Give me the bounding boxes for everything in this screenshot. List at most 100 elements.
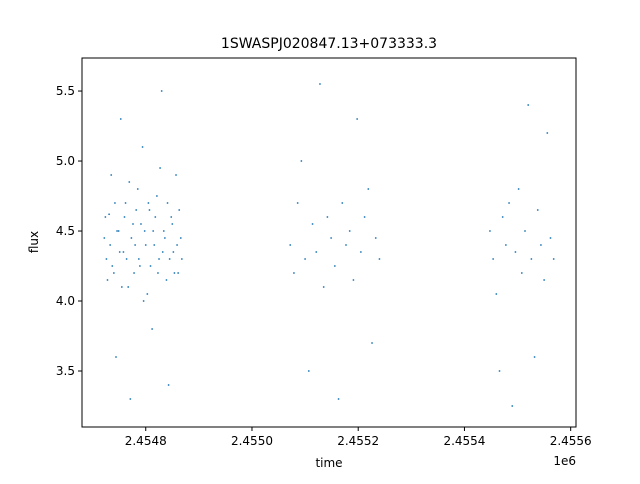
y-axis-label: flux bbox=[27, 231, 41, 253]
point bbox=[311, 223, 314, 225]
point bbox=[367, 188, 370, 190]
point bbox=[504, 244, 507, 246]
point bbox=[130, 237, 133, 239]
point bbox=[103, 237, 106, 239]
point bbox=[374, 237, 377, 239]
point bbox=[111, 265, 114, 267]
point bbox=[144, 244, 147, 246]
point bbox=[543, 279, 546, 281]
point bbox=[352, 279, 355, 281]
point bbox=[112, 272, 115, 274]
point bbox=[124, 202, 127, 204]
point bbox=[142, 300, 145, 302]
point bbox=[378, 258, 381, 260]
x-tick-label: 2.4554 bbox=[443, 434, 485, 448]
point bbox=[330, 237, 333, 239]
point bbox=[161, 251, 164, 253]
point bbox=[498, 370, 501, 372]
point bbox=[138, 265, 141, 267]
point bbox=[508, 202, 510, 204]
point bbox=[109, 244, 112, 246]
point bbox=[168, 258, 171, 260]
point bbox=[175, 174, 177, 176]
point bbox=[552, 258, 555, 260]
point bbox=[135, 209, 138, 211]
point bbox=[114, 202, 116, 204]
point bbox=[147, 202, 150, 204]
point bbox=[511, 405, 514, 407]
point bbox=[517, 188, 520, 190]
point bbox=[363, 216, 366, 218]
x-tick-label: 2.4548 bbox=[125, 434, 167, 448]
point bbox=[134, 244, 137, 246]
y-tick-label: 5.0 bbox=[56, 154, 75, 168]
point bbox=[337, 398, 340, 400]
point bbox=[540, 244, 542, 246]
point bbox=[359, 251, 362, 253]
point bbox=[119, 118, 122, 120]
point bbox=[106, 279, 109, 281]
x-tick-label: 2.4552 bbox=[337, 434, 379, 448]
point bbox=[140, 223, 142, 225]
point bbox=[148, 209, 151, 211]
y-tick-label: 5.5 bbox=[56, 84, 75, 98]
point bbox=[157, 272, 159, 274]
point bbox=[137, 258, 140, 260]
point bbox=[116, 230, 118, 232]
point bbox=[160, 90, 163, 92]
point bbox=[296, 202, 299, 204]
point bbox=[319, 83, 321, 85]
point bbox=[105, 258, 108, 260]
point bbox=[151, 328, 154, 330]
point bbox=[162, 230, 165, 232]
point bbox=[326, 216, 329, 218]
point bbox=[495, 293, 498, 295]
chart-title: 1SWASPJ020847.13+073333.3 bbox=[221, 36, 437, 52]
y-tick-label: 3.5 bbox=[56, 364, 75, 378]
point bbox=[178, 209, 181, 211]
point bbox=[341, 202, 344, 204]
point bbox=[108, 213, 110, 216]
plot-frame bbox=[81, 57, 577, 428]
point bbox=[533, 356, 536, 358]
point bbox=[166, 202, 169, 204]
point bbox=[489, 230, 491, 232]
y-tick-label: 4.0 bbox=[56, 294, 75, 308]
point bbox=[129, 398, 132, 400]
point bbox=[163, 237, 166, 239]
point bbox=[300, 160, 303, 162]
point bbox=[115, 356, 117, 358]
point bbox=[155, 195, 158, 197]
point bbox=[492, 258, 495, 260]
point bbox=[123, 216, 126, 218]
point bbox=[345, 244, 347, 246]
point bbox=[307, 370, 310, 372]
point bbox=[104, 216, 107, 218]
point bbox=[356, 118, 359, 120]
point bbox=[153, 244, 156, 246]
point bbox=[170, 216, 173, 218]
point bbox=[152, 230, 155, 232]
point bbox=[520, 272, 523, 274]
point bbox=[304, 258, 306, 260]
point bbox=[514, 251, 517, 253]
x-tick-label: 2.4550 bbox=[231, 434, 273, 448]
point bbox=[322, 286, 325, 288]
point bbox=[289, 244, 292, 246]
point bbox=[141, 146, 144, 148]
point bbox=[177, 272, 180, 274]
point bbox=[176, 244, 178, 246]
point bbox=[171, 223, 174, 225]
point bbox=[122, 251, 125, 253]
point bbox=[180, 258, 183, 260]
point bbox=[158, 258, 160, 260]
point bbox=[333, 265, 336, 267]
point bbox=[536, 209, 539, 211]
point bbox=[149, 265, 152, 267]
point bbox=[125, 258, 128, 260]
point bbox=[128, 181, 131, 183]
point bbox=[524, 230, 526, 232]
point bbox=[117, 230, 120, 232]
point bbox=[127, 286, 130, 288]
